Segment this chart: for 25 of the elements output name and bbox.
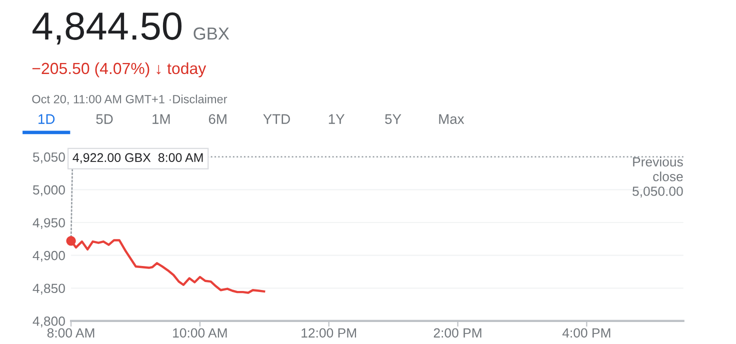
text: YTD <box>263 114 290 124</box>
text: 1M <box>152 114 170 124</box>
text: 1D <box>38 114 55 124</box>
text: 6M <box>208 114 226 124</box>
y-tick-label: 4,950 <box>32 218 65 229</box>
y-tick-label: 5,000 <box>32 185 65 196</box>
chart-title: 4,844.50 <box>32 12 182 45</box>
text: Max <box>439 114 464 124</box>
y-tick-label: 5,050 <box>32 152 65 164</box>
y-tick-label: 4,900 <box>32 250 65 262</box>
text: 5D <box>96 114 113 124</box>
y-tick-label: 4,850 <box>32 284 65 295</box>
ref-line-label: Previous close 5,050.00 <box>632 156 683 198</box>
x-tick-label: 4:00 PM <box>562 328 610 338</box>
chart-subtitle: GBX <box>194 27 230 40</box>
text: −205.50 (4.07%) ↓ today <box>32 62 206 78</box>
x-tick-label: 12:00 PM <box>302 328 356 338</box>
x-tick-label: 2:00 PM <box>434 328 482 338</box>
y-tick-label: 4,800 <box>32 316 65 328</box>
x-tick-label: 8:00 AM <box>47 328 94 338</box>
x-tick-label: 10:00 AM <box>173 328 227 338</box>
text: 5Y <box>385 114 402 124</box>
text: 1Y <box>328 114 345 124</box>
text: Oct 20, 11:00 AM GMT+1 ·Disclaimer <box>32 94 228 105</box>
annotation: 4,922.00 GBX 8:00 AM <box>72 153 203 164</box>
